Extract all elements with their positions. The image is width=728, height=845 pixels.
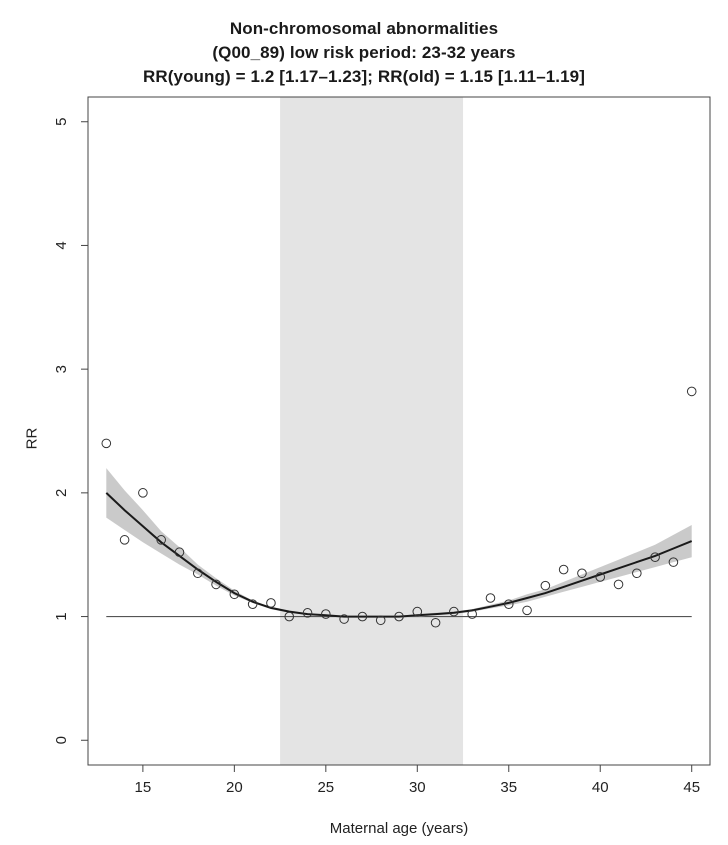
data-point xyxy=(101,438,112,449)
y-tick-label: 1 xyxy=(53,612,70,620)
data-point xyxy=(522,605,532,616)
data-point xyxy=(632,568,642,579)
data-point xyxy=(174,547,185,558)
y-tick-label: 5 xyxy=(53,118,70,126)
x-tick-label: 15 xyxy=(135,779,152,796)
data-point xyxy=(375,615,386,626)
data-point xyxy=(321,609,331,619)
data-point xyxy=(595,572,606,582)
chart-title: Non-chromosomal abnormalities xyxy=(229,19,499,38)
data-point xyxy=(650,552,660,562)
data-point xyxy=(558,564,569,575)
y-tick-label: 4 xyxy=(53,241,70,249)
data-point xyxy=(211,579,221,590)
data-point xyxy=(357,611,368,622)
x-tick-label: 40 xyxy=(592,779,609,796)
x-tick-label: 45 xyxy=(683,779,700,796)
data-point xyxy=(686,386,697,397)
plot-border xyxy=(87,96,711,766)
y-tick-label: 0 xyxy=(53,736,70,744)
data-point xyxy=(229,589,240,600)
data-point xyxy=(577,568,587,579)
data-point xyxy=(192,568,203,579)
data-point xyxy=(613,579,624,590)
x-tick-label: 25 xyxy=(317,779,334,796)
x-tick-label: 30 xyxy=(409,779,426,796)
data-point xyxy=(449,606,459,617)
data-point xyxy=(339,614,349,624)
data-point xyxy=(302,608,313,618)
low-risk-region xyxy=(280,97,464,765)
data-point xyxy=(156,535,166,545)
y-tick-label: 2 xyxy=(53,489,70,497)
chart-subtitle-rr: RR(young) = 1.2 [1.17–1.23]; RR(old) = 1… xyxy=(143,67,585,86)
y-tick-label: 3 xyxy=(53,365,70,373)
data-point xyxy=(540,580,551,591)
y-axis-label: RR xyxy=(23,427,41,450)
x-tick-label: 20 xyxy=(226,779,243,796)
data-point xyxy=(412,606,423,617)
data-point xyxy=(284,611,295,622)
chart-subtitle: (Q00_89) low risk period: 23-32 years xyxy=(212,43,516,62)
data-point xyxy=(138,488,148,498)
data-point xyxy=(394,611,404,622)
data-point xyxy=(467,609,477,619)
data-point xyxy=(247,599,258,609)
data-point xyxy=(503,599,514,609)
data-point xyxy=(668,557,679,567)
fit-curve xyxy=(105,492,693,618)
x-tick-label: 35 xyxy=(500,779,517,796)
data-point xyxy=(430,617,441,628)
x-axis-label: Maternal age (years) xyxy=(329,820,469,837)
data-point xyxy=(485,593,496,603)
data-point xyxy=(119,535,130,545)
data-point xyxy=(266,598,276,608)
